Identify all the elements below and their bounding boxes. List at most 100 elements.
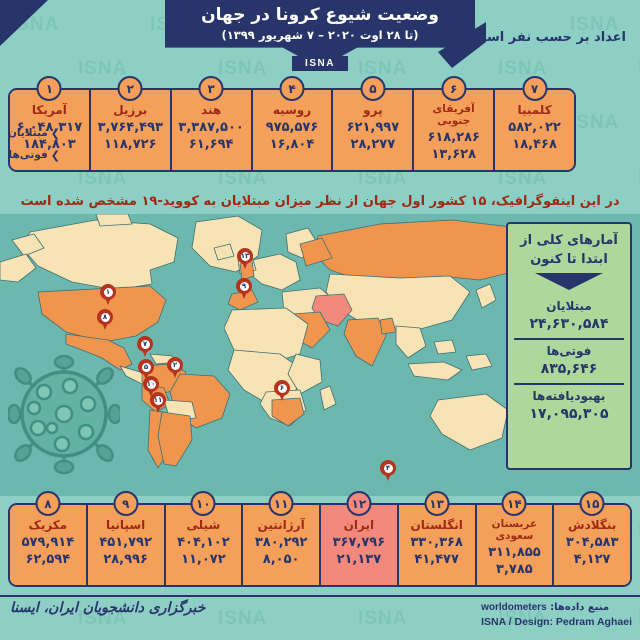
country-cell-۷[interactable]: ۷ کلمبیا ۵۸۲,۰۲۲ ۱۸,۴۶۸ — [493, 76, 574, 170]
page-date-range: (تا ۲۸ اوت ۲۰۲۰ – ۷ شهریور ۱۳۹۹) — [221, 28, 419, 42]
country-cases-value: ۴۰۴,۱۰۲ — [177, 535, 230, 550]
map-pin-۶[interactable]: ۶ — [274, 380, 290, 402]
design-credit: ISNA / Design: Pedram Aghaei — [481, 616, 632, 628]
map-pin-۱[interactable]: ۱ — [100, 284, 116, 306]
map-pin-۴[interactable]: ۴ — [380, 460, 396, 482]
rank-badge: ۱۳ — [424, 491, 450, 516]
map-pin-۱۱[interactable]: ۱۱ — [150, 392, 166, 414]
total-stat-block: مبتلایان ۲۴,۶۳۰,۵۸۴ — [514, 295, 624, 338]
map-pin-rank: ۱۳ — [240, 251, 250, 261]
rank-badge: ۱۱ — [268, 491, 294, 516]
total-stat-value: ۲۴,۶۳۰,۵۸۴ — [529, 316, 609, 332]
row-label-group: ❯ مبتلایان ❯ فوتی‌ها — [2, 88, 62, 172]
country-deaths-value: ۶۲,۵۹۴ — [25, 552, 71, 567]
country-cases-value: ۳۶۷,۷۹۶ — [332, 535, 386, 550]
map-pin-rank: ۶ — [277, 383, 287, 393]
map-pin-tip-icon — [171, 368, 179, 378]
map-pin-۱۳[interactable]: ۱۳ — [237, 248, 253, 270]
country-cases-value: ۶۱۸,۲۸۶ — [427, 130, 480, 145]
country-name: عربستان سعودی — [491, 518, 538, 542]
country-cases-value: ۳,۳۸۷,۵۰۰ — [178, 120, 244, 135]
country-deaths-value: ۴۱,۴۷۷ — [414, 552, 459, 567]
map-pin-tip-icon — [141, 347, 149, 357]
watermark-text: ISNA — [570, 112, 620, 133]
total-stat-value: ۱۷,۰۹۵,۳۰۵ — [529, 406, 609, 422]
country-deaths-value: ۱۸۴,۸۰۳ — [23, 137, 76, 152]
map-pin-۲[interactable]: ۲ — [167, 357, 183, 379]
country-name: روسیه — [272, 103, 312, 117]
country-name: شیلی — [186, 518, 221, 532]
rank-badge: ۲ — [117, 76, 143, 101]
country-cell-۲[interactable]: ۲ برزیل ۳,۷۶۴,۴۹۳ ۱۱۸,۷۲۶ — [88, 76, 170, 170]
country-cell-۱۰[interactable]: ۱۰ شیلی ۴۰۴,۱۰۲ ۱۱,۰۷۲ — [163, 491, 242, 585]
row-label: ❯ مبتلایان — [2, 122, 62, 144]
country-cell-۱۴[interactable]: ۱۴ عربستان سعودی ۳۱۱,۸۵۵ ۳,۷۸۵ — [474, 491, 553, 585]
map-pin-rank: ۴ — [383, 463, 393, 473]
total-stat-label: فوتی‌ها — [546, 344, 592, 358]
corner-wedge-left-icon — [0, 0, 48, 46]
page-title: وضعیت شیوع کرونا در جهان — [201, 5, 439, 25]
map-pin-۸[interactable]: ۸ — [97, 309, 113, 331]
subtitle-text: در این اینفوگرافیک، ۱۵ کشور اول جهان از … — [20, 193, 620, 209]
country-name: اسپانیا — [106, 518, 146, 532]
country-deaths-value: ۳,۷۸۵ — [496, 562, 533, 577]
country-name: هند — [201, 103, 222, 117]
country-cases-value: ۳۰۴,۵۸۳ — [565, 535, 619, 550]
country-name: پرو — [363, 103, 383, 117]
country-deaths-value: ۲۱,۱۳۷ — [336, 552, 382, 567]
map-pin-tip-icon — [384, 471, 392, 481]
country-cell-۶[interactable]: ۶ آفریقای جنوبی ۶۱۸,۲۸۶ ۱۳,۶۲۸ — [412, 76, 494, 170]
map-pin-rank: ۷ — [140, 339, 150, 349]
map-pin-tip-icon — [104, 295, 112, 305]
country-deaths-value: ۲۸,۹۹۶ — [103, 552, 148, 567]
map-pin-tip-icon — [101, 320, 109, 330]
country-cell-۱۵[interactable]: ۱۵ بنگلادش ۳۰۴,۵۸۳ ۴,۱۲۷ — [552, 491, 630, 585]
country-cases-value: ۶۲۱,۹۹۷ — [346, 120, 400, 135]
country-name: برزیل — [113, 103, 148, 117]
country-cases-value: ۳۱۱,۸۵۵ — [488, 545, 541, 560]
map-pin-rank: ۹ — [239, 281, 249, 291]
country-cell-۱[interactable]: ۱ آمریکا ۶,۰۴۸,۳۱۷ ۱۸۴,۸۰۳ — [9, 76, 89, 170]
unit-note: اعداد بر حسب نفر است — [473, 30, 626, 45]
rank-badge: ۹ — [113, 491, 139, 516]
footer-credits: منبع داده‌ها: worldometers ISNA / Design… — [481, 602, 632, 628]
map-pin-rank: ۱ — [103, 287, 113, 297]
row-label-text: فوتی‌ها — [8, 149, 48, 161]
map-pin-tip-icon — [241, 259, 249, 269]
rank-badge: ۵ — [360, 76, 386, 101]
map-pin-tip-icon — [278, 391, 286, 401]
country-cell-۸[interactable]: ۸ مکزیک ۵۷۹,۹۱۴ ۶۲,۵۹۴ — [10, 491, 86, 585]
map-pin-۹[interactable]: ۹ — [236, 278, 252, 300]
map-pin-۵[interactable]: ۵ — [138, 359, 154, 381]
bottom-country-table: ۱۵ بنگلادش ۳۰۴,۵۸۳ ۴,۱۲۷ ۱۴ عربستان سعودی ۳۱۱,… — [8, 491, 632, 587]
country-deaths-value: ۶۱,۶۹۴ — [188, 137, 234, 152]
country-cases-value: ۴۵۱,۷۹۲ — [99, 535, 152, 550]
country-cases-value: ۳,۷۶۴,۴۹۳ — [97, 120, 163, 135]
country-cell-۹[interactable]: ۹ اسپانیا ۴۵۱,۷۹۲ ۲۸,۹۹۶ — [85, 491, 164, 585]
map-pin-tip-icon — [240, 289, 248, 299]
country-deaths-value: ۱۱۸,۷۲۶ — [104, 137, 157, 152]
country-cell-۱۳[interactable]: ۱۳ انگلستان ۳۳۰,۳۶۸ ۴۱,۴۷۷ — [396, 491, 475, 585]
rank-badge: ۷ — [522, 76, 548, 101]
country-cases-value: ۳۳۰,۳۶۸ — [410, 535, 463, 550]
country-deaths-value: ۱۶,۸۰۴ — [269, 137, 315, 152]
map-pin-۱۰[interactable]: ۱۰ — [143, 376, 159, 398]
corner-wedge-right-icon — [438, 22, 486, 68]
country-cell-۳[interactable]: ۳ هند ۳,۳۸۷,۵۰۰ ۶۱,۶۹۴ — [169, 76, 251, 170]
data-source-line: منبع داده‌ها: worldometers — [481, 602, 632, 613]
footer-divider — [0, 595, 640, 597]
country-cell-۱۱[interactable]: ۱۱ آرژانتین ۳۸۰,۲۹۲ ۸,۰۵۰ — [241, 491, 319, 585]
country-cell-۵[interactable]: ۵ پرو ۶۲۱,۹۹۷ ۲۸,۲۷۷ — [331, 76, 413, 170]
country-cell-۱۲[interactable]: ۱۲ ایران ۳۶۷,۷۹۶ ۲۱,۱۳۷ — [319, 491, 397, 585]
map-pin-۷[interactable]: ۷ — [137, 336, 153, 358]
chevron-left-icon: ❯ — [50, 148, 60, 162]
map-pin-tip-icon — [142, 370, 150, 380]
country-deaths-value: ۱۸,۴۶۸ — [512, 137, 557, 152]
country-deaths-value: ۴,۱۲۷ — [573, 552, 611, 567]
map-pin-tip-icon — [154, 403, 162, 413]
map-pin-rank: ۱۰ — [146, 379, 156, 389]
country-name: آفریقای جنوبی — [432, 103, 475, 127]
totals-heading-line-1: آمارهای کلی از — [520, 233, 618, 248]
country-cell-۴[interactable]: ۴ روسیه ۹۷۵,۵۷۶ ۱۶,۸۰۴ — [250, 76, 332, 170]
country-cases-value: ۵۸۲,۰۲۲ — [508, 120, 561, 135]
